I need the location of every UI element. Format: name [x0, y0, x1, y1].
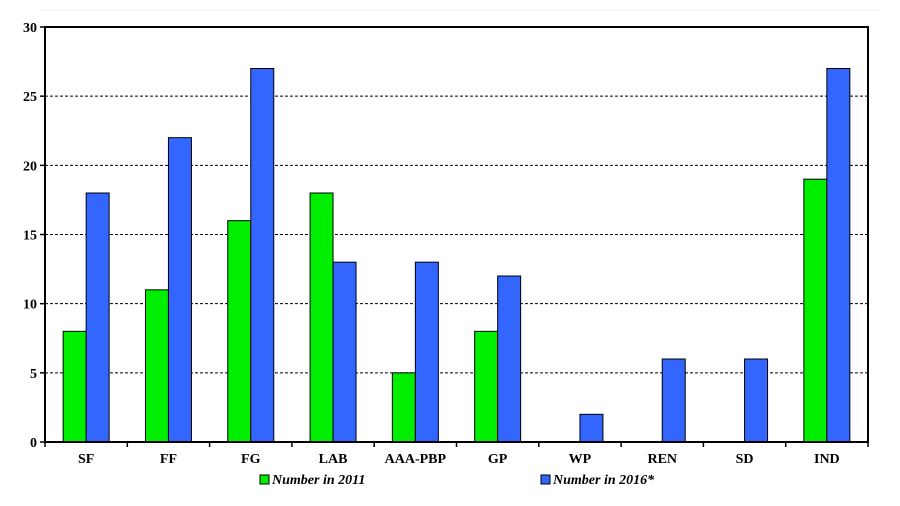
- x-category-label: FF: [160, 452, 177, 467]
- y-tick-label: 30: [23, 21, 37, 36]
- x-category-label: SD: [736, 452, 754, 467]
- y-tick-label: 10: [23, 298, 37, 313]
- bar-2011-lab: [309, 192, 334, 443]
- x-axis: SF FF FG LAB AAA-PBP GP WP REN SD IND: [44, 442, 869, 467]
- bar-2016-aaa-pbp: [414, 261, 439, 443]
- legend-swatch: [540, 474, 551, 485]
- bar-2016-wp: [579, 413, 604, 443]
- legend-swatch: [259, 474, 270, 485]
- bar-2016-sd: [744, 358, 769, 443]
- legend-label: Number in 2016*: [552, 473, 655, 488]
- y-tick-label: 5: [30, 367, 37, 382]
- bars: [62, 68, 851, 443]
- y-tick-label: 20: [23, 159, 37, 174]
- bar-2011-fg: [227, 220, 252, 443]
- bar-2016-ren: [661, 358, 686, 443]
- x-category-label: WP: [569, 452, 592, 467]
- x-category-label: GP: [488, 452, 508, 467]
- x-category-label: SF: [78, 452, 94, 467]
- x-category-label: REN: [647, 452, 677, 467]
- bar-2011-aaa-pbp: [391, 372, 416, 443]
- x-category-label: FG: [241, 452, 261, 467]
- bar-2011-ind: [803, 178, 828, 443]
- y-tick-label: 25: [23, 90, 37, 105]
- x-category-label: IND: [814, 452, 840, 467]
- bar-2016-fg: [250, 68, 275, 443]
- bar-2011-ff: [144, 289, 169, 443]
- bar-2011-gp: [474, 330, 499, 443]
- legend-label: Number in 2011: [271, 473, 365, 488]
- bar-2016-lab: [332, 261, 357, 443]
- bar-2016-sf: [85, 192, 110, 443]
- bar-2011-sf: [62, 330, 87, 443]
- y-axis: 0 5 10 15 20 25 30: [23, 21, 45, 451]
- bar-2016-ff: [167, 137, 192, 443]
- x-category-label: AAA-PBP: [385, 452, 447, 467]
- bar-2016-gp: [497, 275, 522, 443]
- y-tick-label: 0: [30, 436, 37, 451]
- y-tick-label: 15: [23, 229, 37, 244]
- legend: Number in 2011 Number in 2016*: [259, 473, 655, 488]
- x-category-label: LAB: [319, 452, 348, 467]
- bar-2016-ind: [826, 68, 851, 443]
